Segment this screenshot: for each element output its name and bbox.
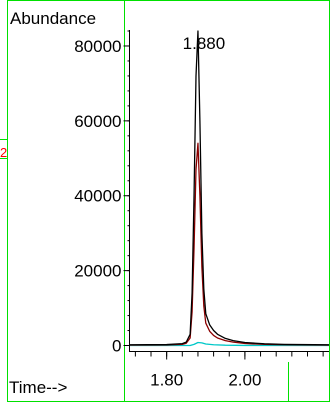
y-tick-label: 80000	[74, 37, 121, 56]
series-line-1	[129, 30, 330, 346]
y-tick-label: 60000	[74, 112, 121, 131]
x-axis-label: Time-->	[9, 378, 67, 397]
y-axis-label: Abundance	[10, 9, 96, 28]
y-tick-label: 0	[112, 337, 121, 356]
peak-annotation: 1.880	[183, 34, 226, 53]
x-tick-label: 1.80	[150, 371, 183, 390]
series-line-3	[129, 341, 330, 347]
y-tick-label: 40000	[74, 187, 121, 206]
side-marker: 2	[0, 145, 7, 160]
x-axis-ticks: 1.80 2.00	[134, 351, 324, 390]
series-group	[129, 30, 330, 347]
series-line-2	[129, 142, 330, 346]
y-axis-ticks: 0 20000 40000 60000 80000	[74, 30, 130, 356]
x-tick-label: 2.00	[228, 371, 261, 390]
y-tick-label: 20000	[74, 262, 121, 281]
